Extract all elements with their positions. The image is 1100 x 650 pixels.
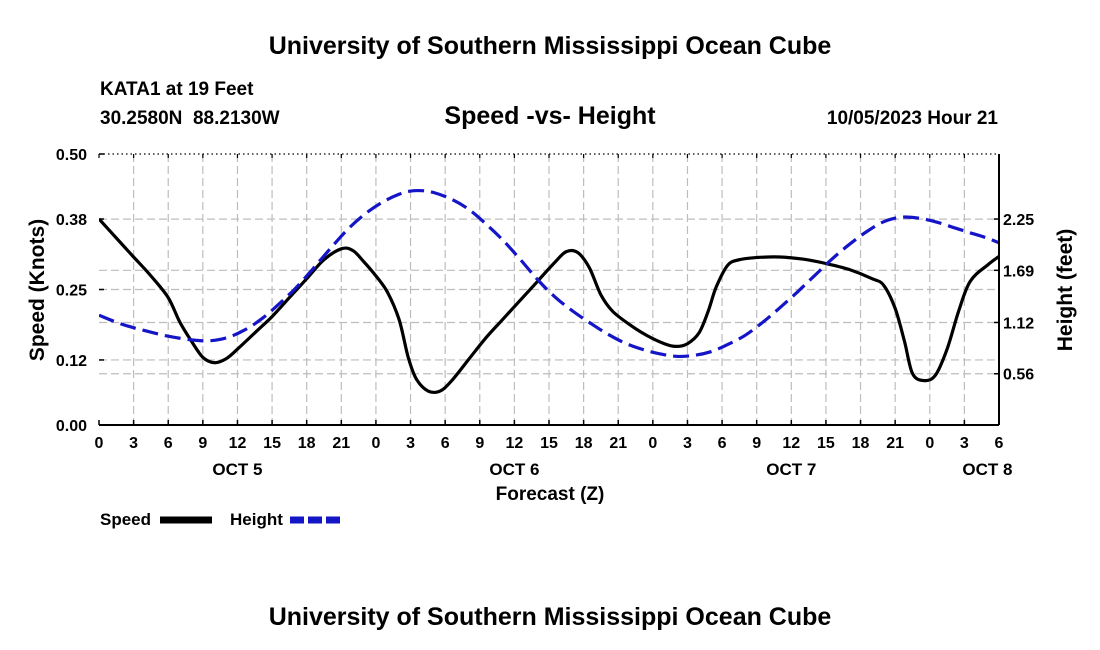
station-name: KATA1 at 19 Feet (100, 79, 254, 100)
x-tick-label: 3 (683, 435, 692, 452)
x-tick-label: 9 (198, 435, 207, 452)
legend-speed-label: Speed (100, 510, 151, 529)
x-tick-label: 3 (406, 435, 415, 452)
x-tick-label: 6 (718, 435, 727, 452)
chart-title: University of Southern Mississippi Ocean… (269, 32, 832, 60)
x-tick-label: 18 (298, 435, 316, 452)
legend: Speed Height (100, 510, 342, 529)
x-date-label: OCT 5 (212, 460, 262, 479)
height-series-line (99, 188, 999, 359)
x-tick-label: 12 (505, 435, 523, 452)
y-left-tick-label: 0.38 (56, 212, 87, 229)
x-tick-label: 21 (609, 435, 627, 452)
x-tick-label: 3 (960, 435, 969, 452)
x-tick-label: 15 (540, 435, 558, 452)
y-right-tick-label: 2.25 (1003, 212, 1034, 229)
station-coords: 30.2580N 88.2130W (100, 108, 280, 129)
y-right-tick-label: 1.69 (1003, 263, 1034, 280)
x-tick-label: 0 (648, 435, 657, 452)
x-tick-label: 18 (575, 435, 593, 452)
x-tick-label: 18 (852, 435, 870, 452)
x-tick-label: 3 (129, 435, 138, 452)
y-left-tick-label: 0.12 (56, 353, 87, 370)
x-tick-label: 0 (925, 435, 934, 452)
x-tick-label: 6 (441, 435, 450, 452)
y-left-tick-label: 0.00 (56, 418, 87, 435)
y-right-tick-label: 0.56 (1003, 367, 1034, 384)
x-tick-label: 21 (886, 435, 904, 452)
axes: 0 3 6 9 12 15 18 21 0 3 6 9 12 15 18 21 0 3 6 9 12 15 18 21 0 3 6 0… (56, 147, 1034, 479)
gridlines (99, 154, 999, 425)
x-tick-label: 9 (475, 435, 484, 452)
forecast-timestamp: 10/05/2023 Hour 21 (827, 108, 999, 129)
x-tick-label: 21 (332, 435, 350, 452)
y-axis-right-label: Height (feet) (1054, 229, 1077, 352)
x-tick-label: 6 (995, 435, 1004, 452)
x-date-label: OCT 8 (962, 460, 1012, 479)
x-date-label: OCT 6 (489, 460, 539, 479)
x-tick-label: 9 (752, 435, 761, 452)
y-right-tick-label: 1.12 (1003, 315, 1034, 332)
legend-height-label: Height (230, 510, 283, 529)
y-left-tick-label: 0.25 (56, 283, 87, 300)
x-date-label: OCT 7 (766, 460, 816, 479)
x-tick-label: 0 (371, 435, 380, 452)
x-tick-label: 6 (164, 435, 173, 452)
x-tick-label: 0 (95, 435, 104, 452)
x-tick-label: 12 (782, 435, 800, 452)
series-lines (99, 188, 999, 395)
y-axis-left-label: Speed (Knots) (26, 219, 49, 361)
speed-series-line (99, 217, 999, 395)
x-axis-label: Forecast (Z) (496, 484, 605, 505)
x-tick-label: 15 (817, 435, 835, 452)
chart-subtitle: Speed -vs- Height (444, 102, 656, 130)
footer-title: University of Southern Mississippi Ocean… (269, 603, 832, 631)
x-tick-label: 12 (229, 435, 247, 452)
x-tick-label: 15 (263, 435, 281, 452)
y-left-tick-label: 0.50 (56, 147, 87, 164)
